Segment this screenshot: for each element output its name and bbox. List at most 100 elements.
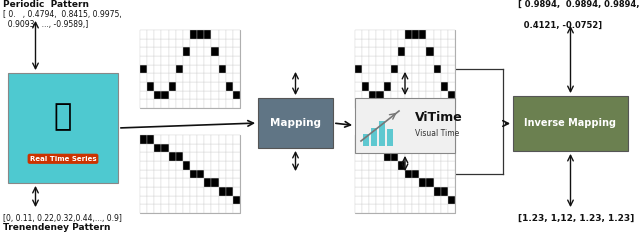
Bar bbox=[376, 82, 383, 91]
Bar bbox=[219, 65, 226, 73]
Bar bbox=[154, 99, 161, 108]
Bar bbox=[363, 134, 369, 146]
Bar bbox=[219, 99, 226, 108]
Bar bbox=[197, 161, 204, 170]
Bar bbox=[204, 99, 211, 108]
Bar bbox=[383, 161, 390, 170]
Bar bbox=[426, 73, 433, 82]
Text: [0, 0.11, 0.22,0.32,0.44,..., 0.9]: [0, 0.11, 0.22,0.32,0.44,..., 0.9] bbox=[3, 214, 122, 223]
Bar bbox=[190, 82, 197, 91]
Bar bbox=[433, 47, 441, 56]
Bar bbox=[390, 30, 398, 39]
Bar bbox=[448, 135, 455, 144]
Bar bbox=[154, 56, 161, 65]
Bar bbox=[197, 170, 204, 178]
Bar bbox=[405, 91, 412, 99]
Bar bbox=[183, 73, 190, 82]
Bar bbox=[219, 144, 226, 152]
Bar bbox=[405, 170, 412, 178]
Bar bbox=[433, 30, 441, 39]
Bar bbox=[369, 152, 376, 161]
Bar bbox=[197, 30, 204, 39]
Bar bbox=[441, 196, 448, 204]
Bar bbox=[369, 161, 376, 170]
Bar bbox=[190, 91, 197, 99]
Bar bbox=[355, 204, 362, 213]
Bar bbox=[369, 204, 376, 213]
Bar bbox=[147, 187, 154, 196]
Bar bbox=[176, 47, 183, 56]
Bar bbox=[419, 135, 426, 144]
Bar bbox=[426, 135, 433, 144]
Bar bbox=[426, 39, 433, 47]
Bar bbox=[390, 135, 398, 144]
Bar bbox=[219, 187, 226, 196]
Text: [1.23, 1,12, 1.23, 1.23]: [1.23, 1,12, 1.23, 1.23] bbox=[518, 214, 634, 223]
Bar bbox=[426, 47, 433, 56]
Bar bbox=[219, 39, 226, 47]
Bar bbox=[147, 47, 154, 56]
Bar bbox=[433, 65, 441, 73]
Bar bbox=[168, 82, 176, 91]
Bar bbox=[140, 170, 147, 178]
Bar bbox=[226, 39, 233, 47]
Bar bbox=[204, 196, 211, 204]
Bar bbox=[398, 56, 405, 65]
Bar bbox=[197, 39, 204, 47]
Bar bbox=[376, 170, 383, 178]
Bar bbox=[204, 161, 211, 170]
Bar bbox=[412, 56, 419, 65]
Bar bbox=[226, 73, 233, 82]
Bar bbox=[161, 196, 168, 204]
Bar bbox=[219, 82, 226, 91]
Bar bbox=[140, 82, 147, 91]
Bar bbox=[383, 65, 390, 73]
Bar bbox=[369, 56, 376, 65]
Bar bbox=[233, 152, 240, 161]
Bar bbox=[161, 204, 168, 213]
Bar bbox=[211, 152, 219, 161]
Bar bbox=[204, 135, 211, 144]
Bar bbox=[405, 161, 412, 170]
Bar bbox=[376, 47, 383, 56]
Bar bbox=[355, 30, 362, 39]
Bar bbox=[161, 99, 168, 108]
Bar bbox=[233, 187, 240, 196]
Bar bbox=[233, 82, 240, 91]
Bar bbox=[233, 204, 240, 213]
Bar bbox=[426, 178, 433, 187]
Bar bbox=[176, 82, 183, 91]
Bar bbox=[204, 56, 211, 65]
Bar bbox=[140, 30, 147, 39]
Bar bbox=[362, 91, 369, 99]
Bar bbox=[190, 47, 197, 56]
Bar bbox=[362, 39, 369, 47]
Bar bbox=[204, 144, 211, 152]
Bar bbox=[448, 170, 455, 178]
Bar bbox=[441, 91, 448, 99]
Bar bbox=[362, 73, 369, 82]
Bar bbox=[204, 170, 211, 178]
Bar bbox=[355, 152, 362, 161]
Bar bbox=[190, 187, 197, 196]
Bar bbox=[405, 82, 412, 91]
Bar bbox=[147, 144, 154, 152]
Bar bbox=[383, 144, 390, 152]
Bar bbox=[219, 56, 226, 65]
Bar bbox=[390, 170, 398, 178]
Bar bbox=[211, 144, 219, 152]
Bar bbox=[441, 39, 448, 47]
Bar bbox=[204, 187, 211, 196]
Bar bbox=[355, 98, 455, 153]
Bar bbox=[441, 56, 448, 65]
Bar bbox=[140, 56, 147, 65]
Bar bbox=[448, 196, 455, 204]
Bar bbox=[176, 73, 183, 82]
Bar bbox=[441, 65, 448, 73]
Bar bbox=[369, 91, 376, 99]
Bar bbox=[426, 91, 433, 99]
Bar bbox=[379, 121, 385, 146]
Bar bbox=[233, 65, 240, 73]
Bar bbox=[441, 152, 448, 161]
Bar bbox=[426, 30, 433, 39]
